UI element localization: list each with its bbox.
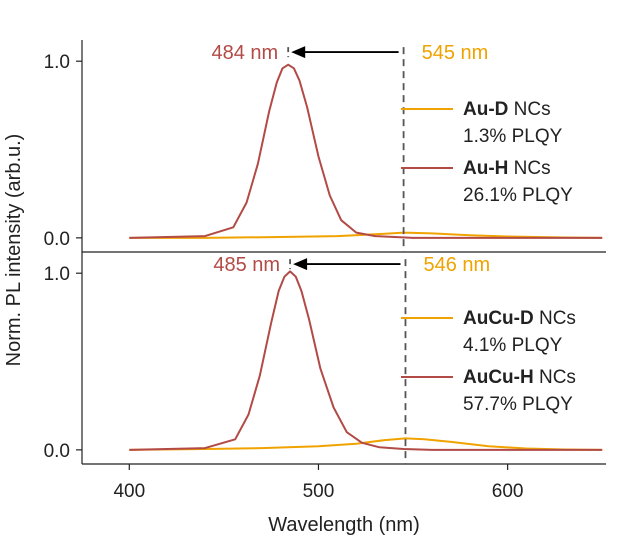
y-tick-label: 0.0 — [44, 441, 70, 462]
series-line-au-h — [129, 63, 603, 239]
legend-entry-name: Au-D NCs — [463, 99, 551, 120]
shift-arrow-head — [293, 258, 308, 271]
legend-series-name: AuCu-D — [463, 308, 534, 329]
series-line-aucu-d — [129, 437, 603, 451]
legend-entry-plqy: 57.7% PLQY — [463, 394, 573, 415]
legend-entry-plqy: 1.3% PLQY — [463, 126, 563, 147]
legend-series-name: Au-D — [463, 99, 508, 120]
peak-label-h: 484 nm — [211, 42, 278, 64]
x-tick-label: 400 — [113, 481, 145, 502]
x-axis-title: Wavelength (nm) — [268, 514, 420, 536]
legend-series-name: Au-H — [463, 158, 508, 179]
peak-label-d: 546 nm — [423, 254, 490, 276]
y-tick-label: 1.0 — [44, 52, 70, 73]
panel-bottom: 0.0 1.0 400 500 600 Wavelength (nm) 485 nm 546 … — [44, 252, 606, 536]
legend-series-name: AuCu-H — [463, 367, 534, 388]
panel-top: 0.0 1.0 484 nm 545 nm Au-D NCs 1.3% PLQY Au-H … — [44, 40, 606, 253]
chart-panels: 0.0 1.0 484 nm 545 nm Au-D NCs 1.3% PLQY Au-H … — [44, 40, 606, 536]
legend-series-suffix: NCs — [508, 158, 550, 179]
legend-entry-name: AuCu-D NCs — [463, 308, 576, 329]
x-tick-label: 500 — [303, 481, 335, 502]
series-line-aucu-h — [129, 270, 603, 451]
legend-entry-name: Au-H NCs — [463, 158, 551, 179]
legend-entry-name: AuCu-H NCs — [463, 367, 576, 388]
y-axis-title: Norm. PL intensity (arb.u.) — [3, 134, 25, 367]
shift-arrow-head — [291, 46, 306, 59]
y-tick-label: 1.0 — [44, 264, 70, 285]
peak-label-h: 485 nm — [213, 254, 280, 276]
legend-entry-plqy: 4.1% PLQY — [463, 335, 563, 356]
peak-label-d: 545 nm — [422, 42, 489, 64]
legend-series-suffix: NCs — [534, 308, 576, 329]
legend-series-suffix: NCs — [508, 99, 550, 120]
x-tick-label: 600 — [492, 481, 524, 502]
legend-entry-plqy: 26.1% PLQY — [463, 185, 573, 206]
legend-series-suffix: NCs — [534, 367, 576, 388]
y-tick-label: 0.0 — [44, 229, 70, 250]
